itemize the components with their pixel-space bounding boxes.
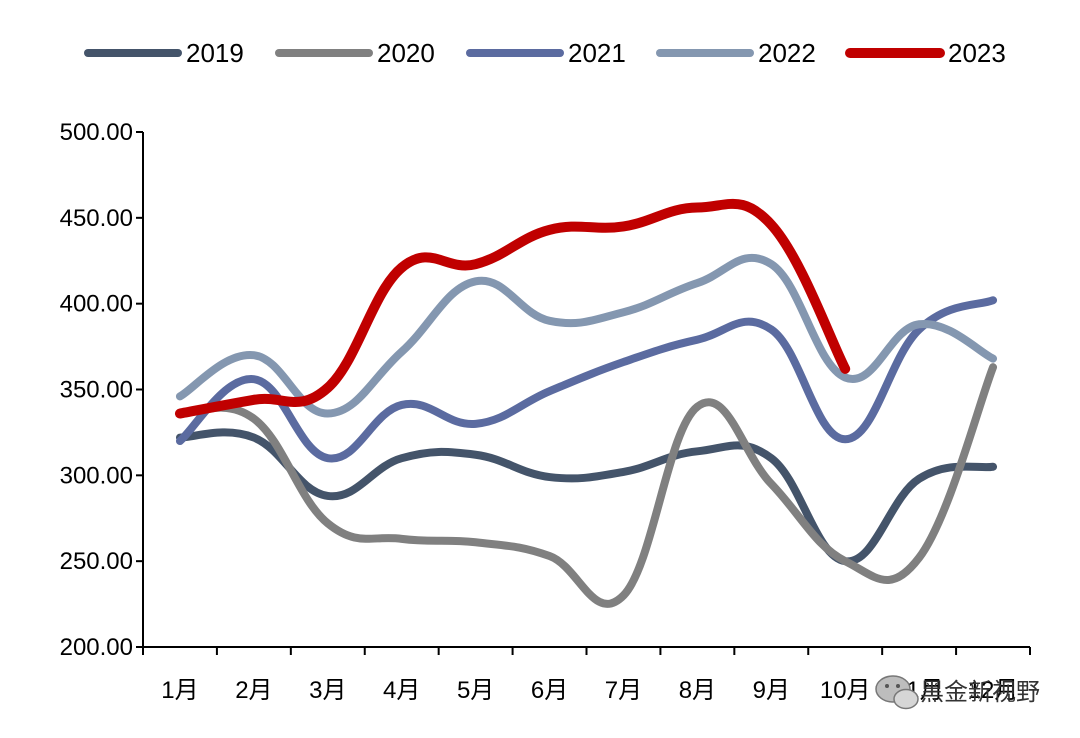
wechat-icon	[875, 675, 919, 710]
watermark-text: 黑金新视野	[920, 678, 1040, 706]
y-tick-label: 300.00	[60, 462, 133, 489]
x-tick-label: 6月	[531, 677, 568, 704]
series-line-2019	[175, 428, 998, 566]
y-tick-label: 200.00	[60, 634, 133, 661]
x-axis: 1月 2月 3月 4月 5月 6月 7月 8月 9月 10月 11月 12月	[142, 646, 1031, 704]
x-tick-label: 1月	[161, 677, 198, 704]
legend-label-2020: 2020	[377, 38, 435, 68]
legend-label-2023: 2023	[948, 38, 1006, 68]
series-line-2022	[175, 253, 998, 418]
series-line-2023	[174, 198, 851, 419]
legend: 2019 2020 2021 2022 2023	[84, 38, 1006, 68]
x-tick-label: 2月	[235, 677, 272, 704]
x-tick-label: 8月	[679, 677, 716, 704]
y-tick-label: 500.00	[60, 119, 133, 146]
x-tick-label: 12月	[968, 677, 1019, 704]
y-tick-label: 400.00	[60, 291, 133, 318]
series-layer	[174, 198, 998, 608]
legend-label-2021: 2021	[568, 38, 626, 68]
x-tick-label: 7月	[605, 677, 642, 704]
series-line-2021	[175, 296, 998, 463]
x-tick-label: 4月	[383, 677, 420, 704]
x-tick-label: 10月	[820, 677, 871, 704]
x-tick-label: 5月	[457, 677, 494, 704]
y-tick-label: 450.00	[60, 205, 133, 232]
x-tick-label: 9月	[753, 677, 790, 704]
y-tick-label: 250.00	[60, 548, 133, 575]
legend-label-2019: 2019	[186, 38, 244, 68]
y-axis: 200.00 250.00 300.00 350.00 400.00 450.00 500.…	[60, 119, 144, 661]
x-tick-label: 3月	[309, 677, 346, 704]
series-line-2020	[175, 363, 998, 608]
watermark: 黑金新视野	[875, 675, 1040, 710]
legend-label-2022: 2022	[758, 38, 816, 68]
y-tick-label: 350.00	[60, 377, 133, 404]
